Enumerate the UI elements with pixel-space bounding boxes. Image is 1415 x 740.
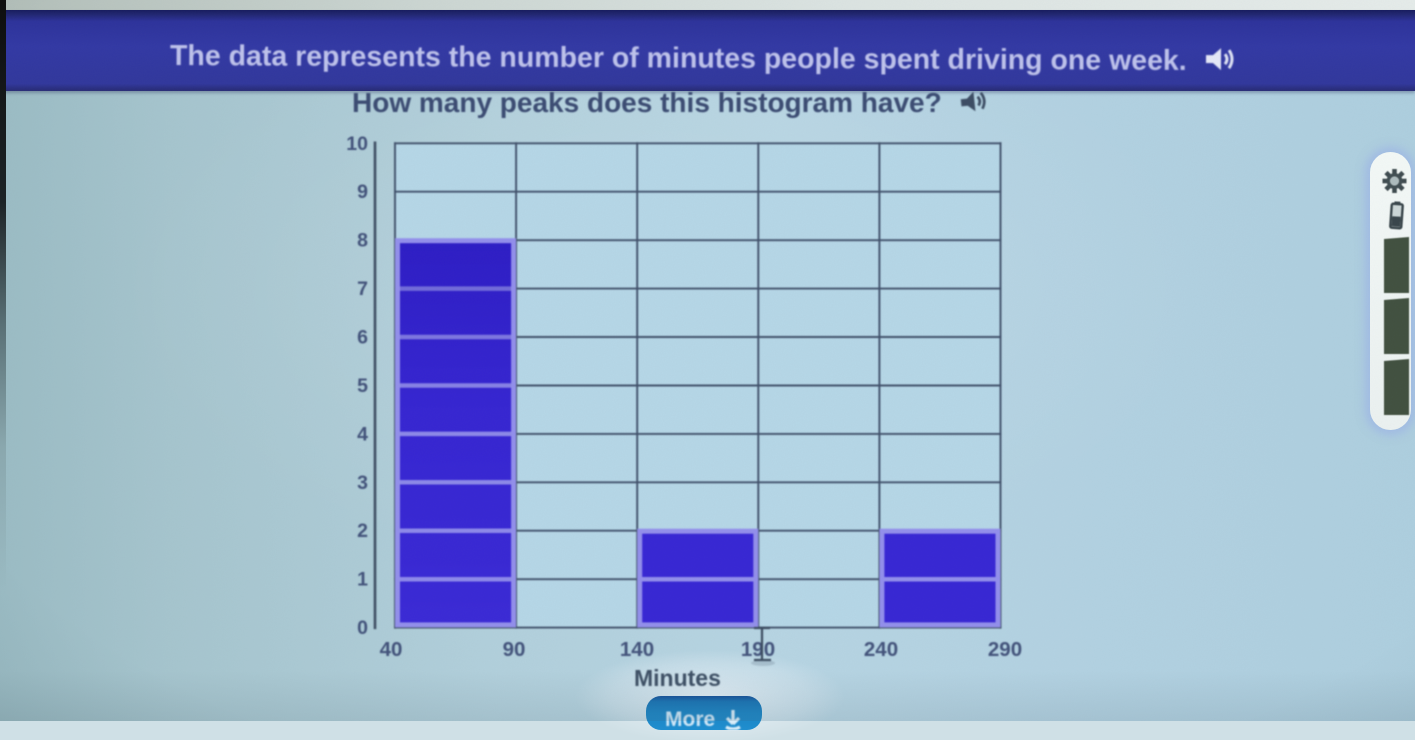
svg-text:90: 90 — [503, 638, 526, 661]
svg-text:1: 1 — [357, 569, 368, 591]
svg-text:9: 9 — [357, 181, 368, 203]
svg-text:7: 7 — [357, 278, 368, 300]
svg-text:2: 2 — [357, 520, 368, 542]
svg-text:5: 5 — [357, 375, 368, 397]
svg-text:10: 10 — [346, 133, 368, 155]
svg-text:6: 6 — [357, 327, 368, 349]
svg-text:240: 240 — [864, 638, 898, 661]
svg-text:8: 8 — [357, 230, 368, 252]
svg-text:0: 0 — [357, 617, 368, 639]
svg-text:140: 140 — [620, 638, 654, 661]
svg-text:3: 3 — [357, 472, 368, 494]
svg-text:290: 290 — [988, 638, 1022, 661]
svg-text:4: 4 — [357, 423, 368, 445]
svg-text:190: 190 — [741, 638, 775, 661]
svg-text:40: 40 — [380, 638, 403, 661]
